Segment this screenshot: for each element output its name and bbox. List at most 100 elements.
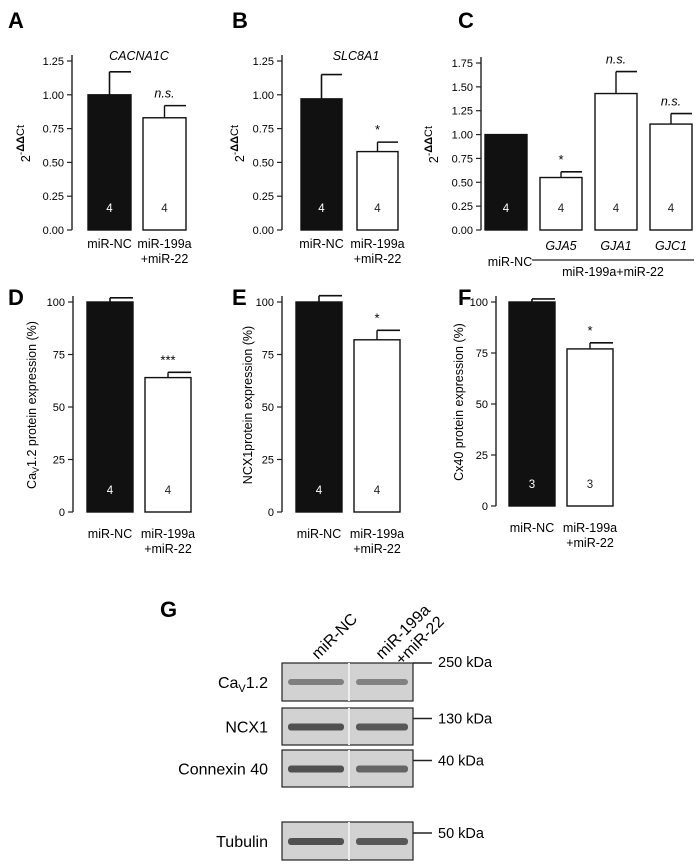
chart-panel-e: E 0 25 50 75 100 NCX1protein expression (%) 4 4 *… bbox=[232, 285, 404, 556]
chart-panel-d: D 0 25 50 75 100 CaV1.2 protein expression (%)… bbox=[8, 285, 195, 556]
bar bbox=[484, 133, 528, 231]
band bbox=[356, 679, 408, 685]
y-axis-label: 2-ΔΔCt bbox=[15, 125, 33, 162]
bar bbox=[353, 339, 401, 513]
category-label: miR-199a +miR-22 bbox=[141, 527, 195, 556]
category-label-line: miR-NC bbox=[510, 521, 554, 535]
n-label: 4 bbox=[316, 485, 323, 497]
y-tick-label: 0.25 bbox=[43, 191, 64, 203]
group-label: miR-199a+miR-22 bbox=[562, 265, 664, 279]
y-axis-label-exponent-ct: Ct bbox=[423, 126, 435, 137]
category-label-line: miR-199a bbox=[137, 237, 191, 251]
y-tick-label: 1.00 bbox=[43, 90, 64, 102]
category-label: miR-199a +miR-22 bbox=[137, 237, 191, 266]
y-axis-label: NCX1protein expression (%) bbox=[241, 326, 255, 484]
band bbox=[356, 765, 408, 773]
y-tick-label: 0.75 bbox=[43, 124, 64, 136]
blot-row: 50 kDa Tubulin bbox=[216, 821, 485, 861]
y-tick-label: 0.00 bbox=[452, 225, 473, 237]
protein-label: CaV1.2 bbox=[218, 675, 268, 695]
category-label-line: +miR-22 bbox=[566, 536, 614, 550]
protein-label: Connexin 40 bbox=[178, 762, 268, 779]
chart-title: CACNA1C bbox=[109, 49, 170, 63]
chart-panel-a: A 0.00 0.25 0.50 0.75 1.00 1.25 2-ΔΔCt CACNA1C 4 4… bbox=[8, 8, 192, 266]
n-label: 4 bbox=[165, 485, 172, 497]
y-tick-label: 0.50 bbox=[43, 157, 64, 169]
blot-row: 250 kDa CaV1.2 bbox=[218, 655, 493, 702]
y-tick-label: 1.00 bbox=[452, 130, 473, 142]
n-label: 4 bbox=[558, 203, 565, 215]
significance-label: * bbox=[375, 122, 380, 137]
bar bbox=[566, 348, 614, 507]
y-axis-label: 2-ΔΔCt bbox=[229, 125, 247, 162]
y-tick-label: 25 bbox=[476, 450, 488, 462]
y-tick-label: 0 bbox=[59, 507, 65, 519]
y-tick-label: 1.00 bbox=[253, 90, 274, 102]
category-label-line: +miR-22 bbox=[144, 542, 192, 556]
y-tick-label: 75 bbox=[476, 348, 488, 360]
protein-label-part: Ca bbox=[218, 675, 239, 692]
y-tick-label: 75 bbox=[262, 350, 274, 362]
y-tick-label: 0.75 bbox=[253, 124, 274, 136]
panel-label: G bbox=[160, 597, 177, 622]
y-tick-label: 0.25 bbox=[452, 201, 473, 213]
protein-label-subscript: V bbox=[238, 683, 246, 695]
significance-label: *** bbox=[160, 352, 175, 367]
y-tick-label: 0.75 bbox=[452, 153, 473, 165]
y-tick-label: 1.25 bbox=[452, 106, 473, 118]
y-tick-label: 100 bbox=[47, 297, 65, 309]
category-label-line: miR-NC bbox=[297, 527, 341, 541]
y-axis-label: 2-ΔΔCt bbox=[423, 126, 441, 163]
bar bbox=[508, 301, 556, 507]
category-label-line: +miR-22 bbox=[353, 542, 401, 556]
protein-label-part: 1.2 bbox=[246, 675, 268, 692]
bar bbox=[594, 92, 638, 231]
n-label: 4 bbox=[374, 203, 381, 215]
bar bbox=[649, 123, 693, 231]
band bbox=[288, 723, 344, 731]
category-label: miR-199a +miR-22 bbox=[350, 527, 404, 556]
category-label: miR-NC bbox=[488, 255, 532, 269]
blot-row: 40 kDa Connexin 40 bbox=[178, 749, 485, 788]
chart-panel-b: B 0.00 0.25 0.50 0.75 1.00 1.25 2-ΔΔCt SLC8A1 4 4 *… bbox=[229, 8, 405, 266]
category-label: GJA5 bbox=[545, 239, 576, 253]
band bbox=[356, 723, 408, 731]
panel-label: A bbox=[8, 8, 24, 33]
y-axis-label-part: 1.2 protein expression (%) bbox=[25, 321, 39, 467]
y-tick-label: 0 bbox=[482, 501, 488, 513]
y-axis-label-exponent: - bbox=[16, 152, 27, 155]
chart-panel-c: C 0.00 0.25 0.50 0.75 1.00 1.25 1.50 1.75 2-ΔΔCt 4… bbox=[423, 8, 694, 279]
n-label: 4 bbox=[374, 485, 381, 497]
significance-label: n.s. bbox=[661, 95, 681, 109]
y-axis-label-exponent-ct: Ct bbox=[15, 125, 27, 136]
y-tick-label: 1.25 bbox=[253, 56, 274, 68]
y-axis-label: Cx40 protein expression (%) bbox=[452, 323, 466, 481]
category-label-line: miR-199a bbox=[350, 527, 404, 541]
y-tick-label: 0 bbox=[268, 507, 274, 519]
protein-label: Tubulin bbox=[216, 834, 268, 851]
y-tick-label: 0.25 bbox=[253, 191, 274, 203]
kda-label: 250 kDa bbox=[438, 655, 493, 671]
bar bbox=[144, 376, 192, 513]
y-axis-label-exponent: - bbox=[230, 152, 241, 155]
bar bbox=[295, 301, 343, 513]
bar bbox=[356, 150, 399, 231]
y-axis-label-exponent-delta: ΔΔ bbox=[15, 136, 27, 152]
y-axis-label-base: 2 bbox=[233, 155, 247, 162]
y-axis-label: CaV1.2 protein expression (%) bbox=[25, 321, 41, 489]
category-label-line: miR-NC bbox=[88, 527, 132, 541]
significance-label: * bbox=[558, 152, 563, 167]
category-label: GJC1 bbox=[655, 239, 687, 253]
n-label: 4 bbox=[107, 485, 114, 497]
blot-row: 130 kDa NCX1 bbox=[225, 707, 493, 746]
y-tick-label: 1.75 bbox=[452, 58, 473, 70]
kda-label: 40 kDa bbox=[438, 754, 485, 770]
y-axis-label-exponent-delta: ΔΔ bbox=[229, 136, 241, 152]
significance-label: n.s. bbox=[606, 53, 626, 67]
y-tick-label: 0.00 bbox=[43, 225, 64, 237]
y-axis-label-exponent: - bbox=[424, 153, 435, 156]
bar bbox=[300, 98, 343, 231]
n-label: 4 bbox=[161, 203, 168, 215]
